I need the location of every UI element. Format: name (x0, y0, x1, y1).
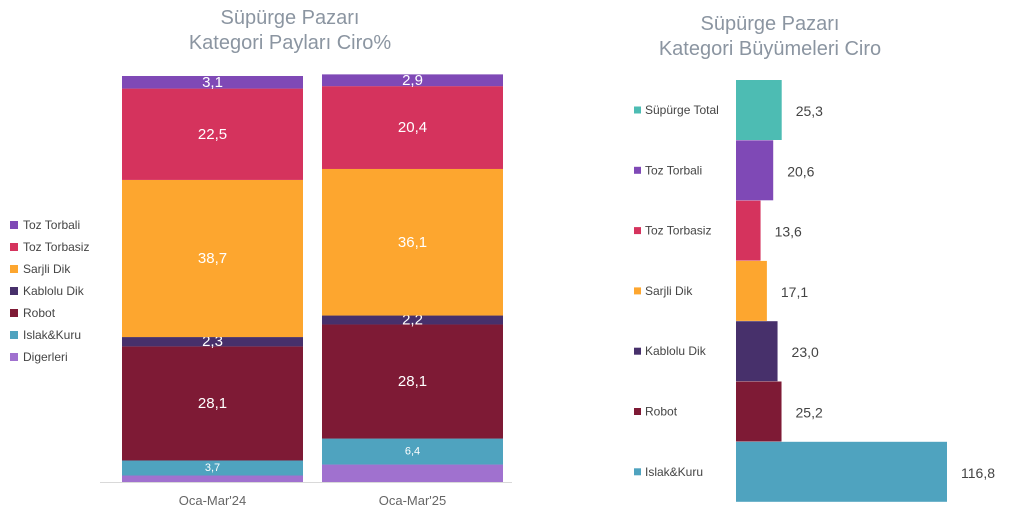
category-swatch (634, 166, 641, 174)
data-label: 20,4 (398, 119, 427, 136)
data-label: 2,9 (402, 72, 423, 89)
stacked-bar-segment (322, 86, 503, 169)
data-label: 22,5 (198, 126, 227, 143)
legend-label: Digerleri (23, 350, 68, 364)
value-label: 20,6 (787, 163, 814, 179)
category-label: Kablolu Dik (645, 344, 707, 358)
data-label: 28,1 (198, 395, 227, 412)
stacked-bar-segment (322, 324, 503, 439)
stacked-bar-segment (322, 74, 503, 87)
legend-swatch (10, 243, 18, 251)
left-chart-title-line1: Süpürge Pazarı (220, 7, 360, 29)
stacked-bar-segment (122, 76, 303, 89)
data-label: 28,1 (398, 373, 427, 390)
legend-label: Toz Torbasiz (23, 240, 90, 254)
category-swatch (634, 468, 641, 476)
horizontal-bar (736, 321, 778, 382)
stacked-bar-segment (322, 464, 503, 482)
legend-swatch (10, 265, 18, 273)
legend-item: Robot (10, 302, 89, 324)
left-chart-title: Süpürge Pazarı Kategori Payları Ciro% (140, 6, 440, 56)
legend-label: Islak&Kuru (23, 328, 82, 342)
value-label: 13,6 (775, 224, 802, 240)
stacked-bar-segment (122, 475, 303, 482)
stacked-bar-segment (322, 438, 503, 465)
stacked-bar-segment (322, 168, 503, 316)
legend-label: Kablolu Dik (23, 284, 84, 298)
data-label: 36,1 (398, 234, 427, 251)
category-swatch (634, 347, 641, 355)
horizontal-bar (736, 80, 782, 140)
legend-swatch (10, 353, 18, 361)
horizontal-bar (736, 140, 774, 201)
data-label: 2,2 (402, 312, 423, 329)
category-label: Robot (645, 405, 678, 419)
stacked-bar-segment (122, 337, 303, 347)
x-tick-label: Oca-Mar'25 (379, 493, 447, 508)
value-label: 17,1 (781, 284, 808, 300)
legend-item: Kablolu Dik (10, 280, 89, 302)
data-label: 3,1 (202, 74, 223, 91)
category-swatch (634, 227, 641, 235)
stacked-bar-segment (122, 179, 303, 338)
stacked-chart-legend: Toz Torbali Toz Torbasiz Sarjli Dik Kabl… (10, 214, 89, 368)
category-label: Islak&Kuru (645, 465, 703, 479)
stacked-bar-segment (122, 88, 303, 180)
data-label: 3,7 (205, 462, 220, 474)
legend-item: Toz Torbasiz (10, 236, 89, 258)
legend-swatch (10, 309, 18, 317)
stacked-bar-segment (122, 346, 303, 461)
value-label: 25,2 (796, 405, 823, 421)
x-tick-label: Oca-Mar'24 (179, 493, 247, 508)
data-label: 2,3 (202, 333, 223, 350)
category-swatch (634, 287, 641, 295)
data-label: 38,7 (198, 250, 227, 267)
stacked-bar-segment (122, 460, 303, 476)
legend-item: Toz Torbali (10, 214, 89, 236)
horizontal-bar (736, 200, 761, 261)
legend-item: Islak&Kuru (10, 324, 89, 346)
category-label: Süpürge Total (645, 103, 719, 117)
value-label: 116,8 (961, 465, 995, 481)
left-chart-title-line2: Kategori Payları Ciro% (188, 32, 392, 54)
right-chart-title: Süpürge Pazarı Kategori Büyümeleri Ciro (620, 12, 920, 62)
category-label: Toz Torbasiz (645, 224, 711, 238)
category-swatch (634, 106, 641, 114)
horizontal-bar (736, 381, 782, 442)
right-chart-title-line1: Süpürge Pazarı (700, 13, 840, 35)
value-label: 23,0 (792, 344, 819, 360)
category-label: Toz Torbali (645, 163, 702, 177)
legend-label: Robot (23, 306, 56, 320)
legend-label: Sarjli Dik (23, 262, 71, 276)
data-label: 6,4 (405, 446, 420, 458)
horizontal-bar (736, 441, 947, 502)
legend-label: Toz Torbali (23, 218, 81, 232)
value-label: 25,3 (796, 103, 823, 119)
legend-item: Digerleri (10, 346, 89, 368)
horizontal-bar (736, 260, 767, 321)
legend-swatch (10, 331, 18, 339)
stacked-bar-segment (322, 315, 503, 325)
category-label: Sarjli Dik (645, 284, 693, 298)
legend-item: Sarjli Dik (10, 258, 89, 280)
right-chart-title-line2: Kategori Büyümeleri Ciro (658, 38, 882, 60)
legend-swatch (10, 287, 18, 295)
legend-swatch (10, 221, 18, 229)
category-swatch (634, 408, 641, 415)
